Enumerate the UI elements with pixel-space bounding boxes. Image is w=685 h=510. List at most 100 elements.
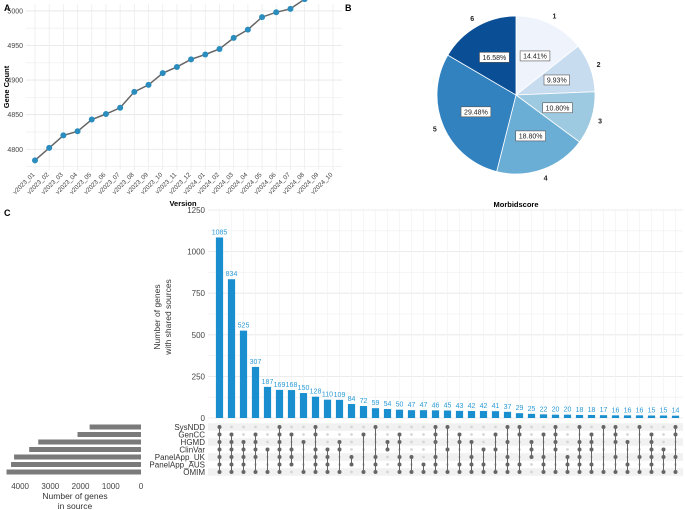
matrix-dot-filled	[217, 470, 222, 474]
matrix-dot-filled	[553, 440, 558, 444]
intersection-bar	[647, 415, 656, 418]
matrix-dot-filled	[241, 462, 246, 467]
matrix-dot-filled	[373, 470, 378, 474]
matrix-dot-filled	[673, 470, 678, 474]
matrix-dot-filled	[229, 447, 234, 452]
data-point	[244, 26, 251, 33]
matrix-dot-empty	[398, 425, 401, 429]
matrix-dot-filled	[313, 462, 318, 467]
y-tick-label: 4800	[7, 147, 23, 154]
line-chart-x-ticks: v2023_01v2023_02v2023_03v2023_04v2023_05…	[12, 171, 335, 196]
matrix-dot-filled	[277, 440, 282, 444]
intersection-bar-label: 168	[286, 382, 298, 389]
matrix-dot-filled	[637, 455, 642, 459]
matrix-dot-empty	[242, 425, 245, 429]
matrix-dot-filled	[433, 470, 438, 474]
matrix-dot-filled	[325, 447, 330, 452]
pie-category-label: 5	[433, 127, 437, 134]
matrix-dot-filled	[661, 447, 666, 452]
intersection-bar	[491, 411, 500, 418]
pie-chart-panel: 14.41% 1 9.93% 2 10.80% 3 18.80% 4 29.48% 5 16.58%…	[433, 13, 602, 209]
intersection-bar	[251, 366, 260, 418]
data-point	[32, 157, 38, 164]
pie-chart-title: Morbidscore	[493, 200, 538, 209]
pie-percent-box	[519, 50, 551, 62]
matrix-dot-filled	[649, 462, 654, 467]
matrix-dot-filled	[505, 462, 510, 467]
set-name: PanelApp_UK	[155, 453, 206, 462]
matrix-dot-empty	[530, 470, 533, 474]
intersection-bar	[323, 399, 332, 418]
matrix-dot-filled	[397, 440, 402, 444]
intersection-bar-label: 20	[552, 407, 560, 414]
matrix-dot-filled	[625, 440, 630, 444]
set-size-tick-label: 0	[139, 482, 144, 491]
matrix-dot-filled	[469, 470, 474, 474]
matrix-dot-filled	[253, 440, 258, 444]
matrix-dot-filled	[613, 470, 618, 474]
matrix-dot-filled	[601, 470, 606, 474]
panel-label-b: B	[345, 3, 352, 13]
pie-category-label: 6	[470, 16, 474, 23]
matrix-dot-filled	[613, 432, 618, 437]
matrix-dot-filled	[313, 447, 318, 452]
matrix-dot-empty	[482, 433, 485, 436]
intersection-bar-label: 15	[648, 408, 656, 415]
pie-category-label: 4	[544, 175, 548, 182]
matrix-dot-filled	[637, 425, 642, 429]
matrix-dot-empty	[230, 425, 233, 429]
intersection-bar	[311, 396, 320, 418]
matrix-dot-filled	[577, 462, 582, 467]
pie-percent-box	[479, 52, 510, 63]
intersection-bar-label: 307	[250, 359, 262, 366]
matrix-row-band	[208, 438, 683, 446]
intersection-bar-label: 41	[492, 403, 500, 410]
intersection-bar	[299, 393, 308, 418]
intersection-bar-label: 150	[298, 385, 310, 392]
data-point	[131, 88, 138, 95]
matrix-dot-empty	[242, 433, 245, 436]
matrix-dot-filled	[577, 455, 582, 459]
data-point	[173, 63, 180, 70]
matrix-dot-empty	[422, 440, 425, 444]
matrix-dot-empty	[590, 425, 593, 429]
pie-category-label: 1	[553, 13, 557, 20]
matrix-dot-empty	[326, 425, 329, 429]
set-name: ClinVar	[179, 446, 205, 455]
intersection-bar	[551, 414, 560, 418]
matrix-dot-filled	[313, 432, 318, 437]
intersection-bar-label: 84	[348, 396, 356, 403]
matrix-dot-filled	[445, 470, 450, 474]
panel-label-c: C	[4, 208, 11, 218]
matrix-dot-filled	[241, 470, 246, 474]
matrix-dot-filled	[373, 462, 378, 467]
matrix-row-band	[208, 453, 683, 461]
y-tick-label: 4900	[7, 78, 23, 85]
matrix-dot-empty	[422, 448, 425, 451]
pie-category-label: 2	[597, 62, 601, 69]
matrix-dot-filled	[277, 462, 282, 467]
matrix-dot-filled	[457, 440, 462, 444]
data-point	[159, 70, 166, 77]
matrix-dot-filled	[589, 432, 594, 437]
line-chart-plot-area	[26, 4, 342, 170]
pie-percent-label: 9.93%	[547, 78, 567, 85]
pie-percent-box	[543, 74, 570, 86]
upset-y-tick-label: 1000	[187, 248, 205, 257]
matrix-dot-empty	[410, 448, 413, 451]
matrix-dot-filled	[337, 447, 342, 452]
matrix-dot-filled	[625, 470, 630, 474]
matrix-dot-filled	[589, 470, 594, 474]
matrix-dot-empty	[266, 425, 269, 429]
matrix-dot-empty	[662, 433, 665, 436]
matrix-dot-filled	[229, 470, 234, 474]
upset-y-tick-label: 500	[192, 331, 206, 340]
matrix-dot-empty	[410, 433, 413, 436]
data-point	[46, 144, 53, 151]
matrix-dot-filled	[577, 447, 582, 452]
line-chart-x-label: Version	[169, 199, 197, 208]
y-tick-label: 4850	[7, 112, 23, 119]
matrix-dot-empty	[302, 433, 305, 436]
matrix-dot-empty	[662, 440, 665, 444]
